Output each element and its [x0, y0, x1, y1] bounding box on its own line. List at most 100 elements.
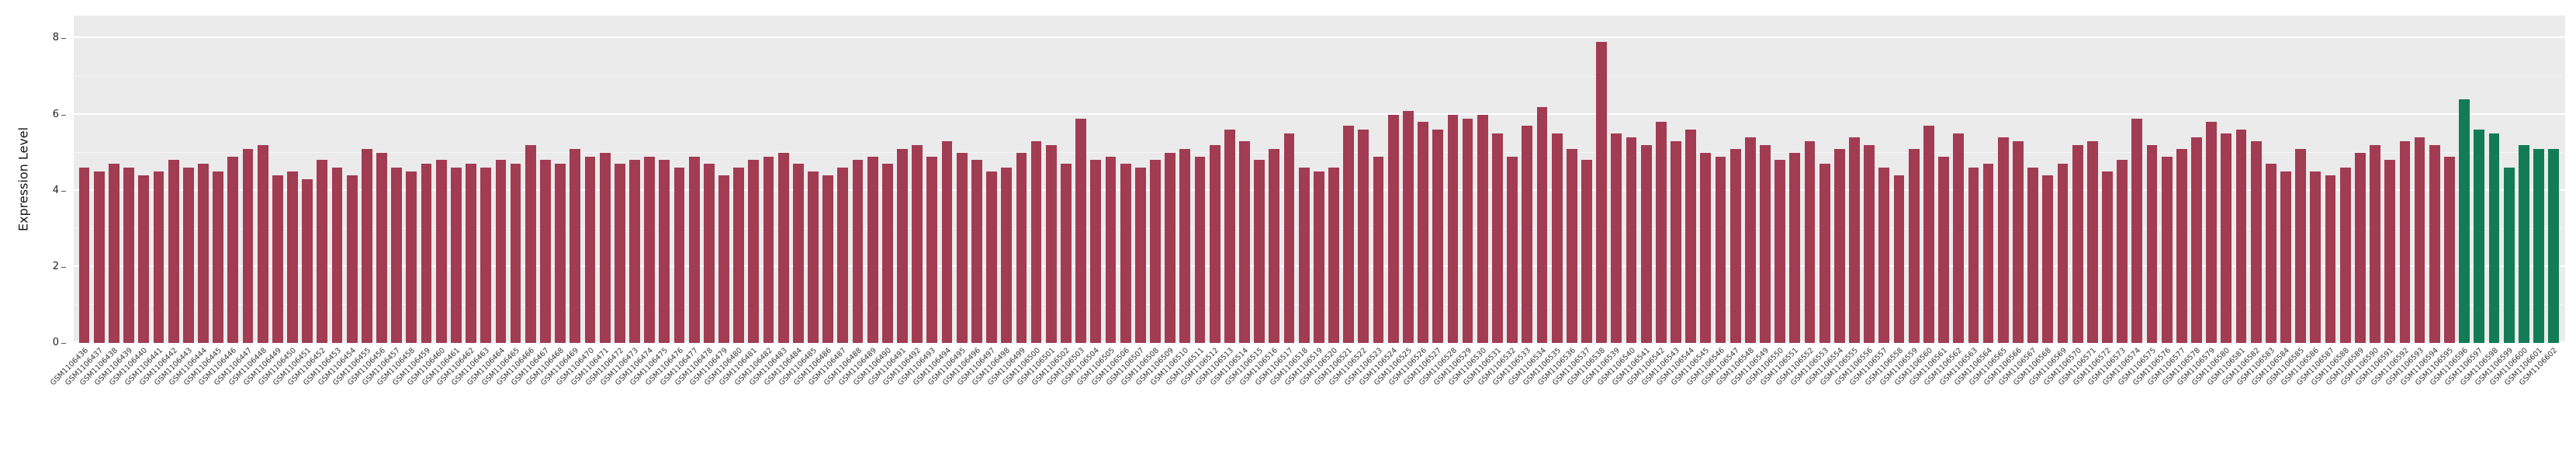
bar	[317, 160, 328, 343]
bar-column: GSM1106556	[1833, 16, 1877, 387]
bar-column: GSM1106495	[926, 16, 969, 387]
bar	[346, 175, 358, 343]
bar-column: GSM1106591	[2354, 16, 2398, 387]
bar-column: GSM1106454	[317, 16, 359, 387]
bar	[897, 148, 908, 343]
bar-column: GSM1106524	[1358, 16, 1401, 387]
bar-column: GSM1106512	[1179, 16, 1222, 387]
bar-column: GSM1106485	[777, 16, 820, 387]
bar-column: GSM1106573	[2086, 16, 2130, 387]
bar-column: GSM1106504	[1060, 16, 1103, 387]
bar-column: GSM1106477	[659, 16, 701, 387]
bar-column: GSM1106576	[2131, 16, 2174, 387]
bar	[1938, 156, 1949, 343]
y-tick-mark	[61, 266, 66, 268]
bar	[466, 164, 476, 343]
y-axis: 0 2 4 6 8	[0, 16, 70, 348]
bar-column: GSM1106458	[376, 16, 419, 387]
bar	[525, 144, 536, 343]
bar	[2250, 140, 2262, 343]
bar	[287, 171, 298, 343]
bar	[1179, 148, 1191, 343]
bar	[941, 140, 953, 343]
bar	[852, 160, 864, 343]
bar-column: GSM1106487	[807, 16, 850, 387]
bar-column: GSM1106593	[2384, 16, 2427, 387]
bar-column: GSM1106468	[525, 16, 568, 387]
bar	[1878, 168, 1890, 343]
bar	[1997, 137, 2009, 343]
bar	[956, 152, 968, 343]
bar	[198, 164, 209, 343]
bar	[2206, 122, 2218, 343]
bar	[2399, 140, 2411, 343]
bar	[2354, 152, 2366, 343]
bar-column: GSM1106582	[2221, 16, 2263, 387]
bar-column: GSM1106472	[584, 16, 627, 387]
bar-column: GSM1106578	[2161, 16, 2204, 387]
bar	[881, 164, 893, 343]
bar	[1418, 122, 1428, 343]
bar	[1328, 168, 1339, 343]
bar-column: GSM1106463	[450, 16, 493, 387]
bar	[480, 168, 492, 343]
bar-column: GSM1106494	[912, 16, 954, 387]
bar	[2102, 171, 2113, 343]
bar	[837, 168, 849, 343]
bar-column: GSM1106549	[1729, 16, 1772, 387]
bar-column: GSM1106505	[1075, 16, 1118, 387]
bar	[450, 168, 462, 343]
bar-column: GSM1106599	[2474, 16, 2516, 387]
bar-column: GSM1106492	[881, 16, 925, 387]
bar	[2370, 144, 2380, 343]
bar-column: GSM1106499	[986, 16, 1029, 387]
bar-column: GSM1106437	[64, 16, 106, 387]
bar	[1120, 164, 1131, 343]
bar	[1982, 164, 1994, 343]
bar-column: GSM1106483	[748, 16, 791, 387]
bar-column: GSM1106466	[495, 16, 538, 387]
bar-column: GSM1106531	[1462, 16, 1504, 387]
bar	[1165, 152, 1176, 343]
bar	[2295, 148, 2307, 343]
bar	[1001, 168, 1013, 343]
bar-column: GSM1106445	[182, 16, 226, 387]
bar-column: GSM1106594	[2399, 16, 2442, 387]
bar	[599, 152, 611, 343]
bar-column: GSM1106502	[1030, 16, 1073, 387]
bar-column: GSM1106559	[1878, 16, 1921, 387]
bar-column: GSM1106538	[1566, 16, 1609, 387]
bar	[2414, 137, 2425, 343]
bar	[2339, 168, 2351, 343]
bar-column: GSM1106588	[2310, 16, 2353, 387]
bar-column: GSM1106575	[2117, 16, 2159, 387]
bar	[1566, 148, 1577, 343]
bar-column: GSM1106522	[1328, 16, 1371, 387]
bar-column: GSM1106596	[2429, 16, 2472, 387]
bar-column: GSM1106595	[2414, 16, 2457, 387]
bar	[2131, 118, 2143, 343]
bar-column: GSM1106473	[599, 16, 642, 387]
bar	[1298, 168, 1310, 343]
bar	[1626, 137, 1637, 343]
bar-column: GSM1106514	[1209, 16, 1252, 387]
bar	[1551, 133, 1563, 343]
bar-column: GSM1106553	[1789, 16, 1832, 387]
bar-column: GSM1106570	[2042, 16, 2085, 387]
bar	[1819, 164, 1830, 343]
bar	[1789, 152, 1801, 343]
bar	[2221, 133, 2232, 343]
bar	[2548, 148, 2560, 343]
bar-column: GSM1106452	[286, 16, 330, 387]
bar	[257, 144, 268, 343]
y-tick-mark	[61, 190, 66, 192]
bar-column: GSM1106541	[1611, 16, 1653, 387]
bar	[1030, 140, 1042, 343]
bar	[2444, 156, 2455, 343]
bar-column: GSM1106581	[2206, 16, 2249, 387]
bar	[2013, 140, 2024, 343]
bar-column: GSM1106586	[2280, 16, 2323, 387]
bar-column: GSM1106481	[718, 16, 761, 387]
bar-column: GSM1106443	[153, 16, 196, 387]
bar-column: GSM1106590	[2339, 16, 2382, 387]
